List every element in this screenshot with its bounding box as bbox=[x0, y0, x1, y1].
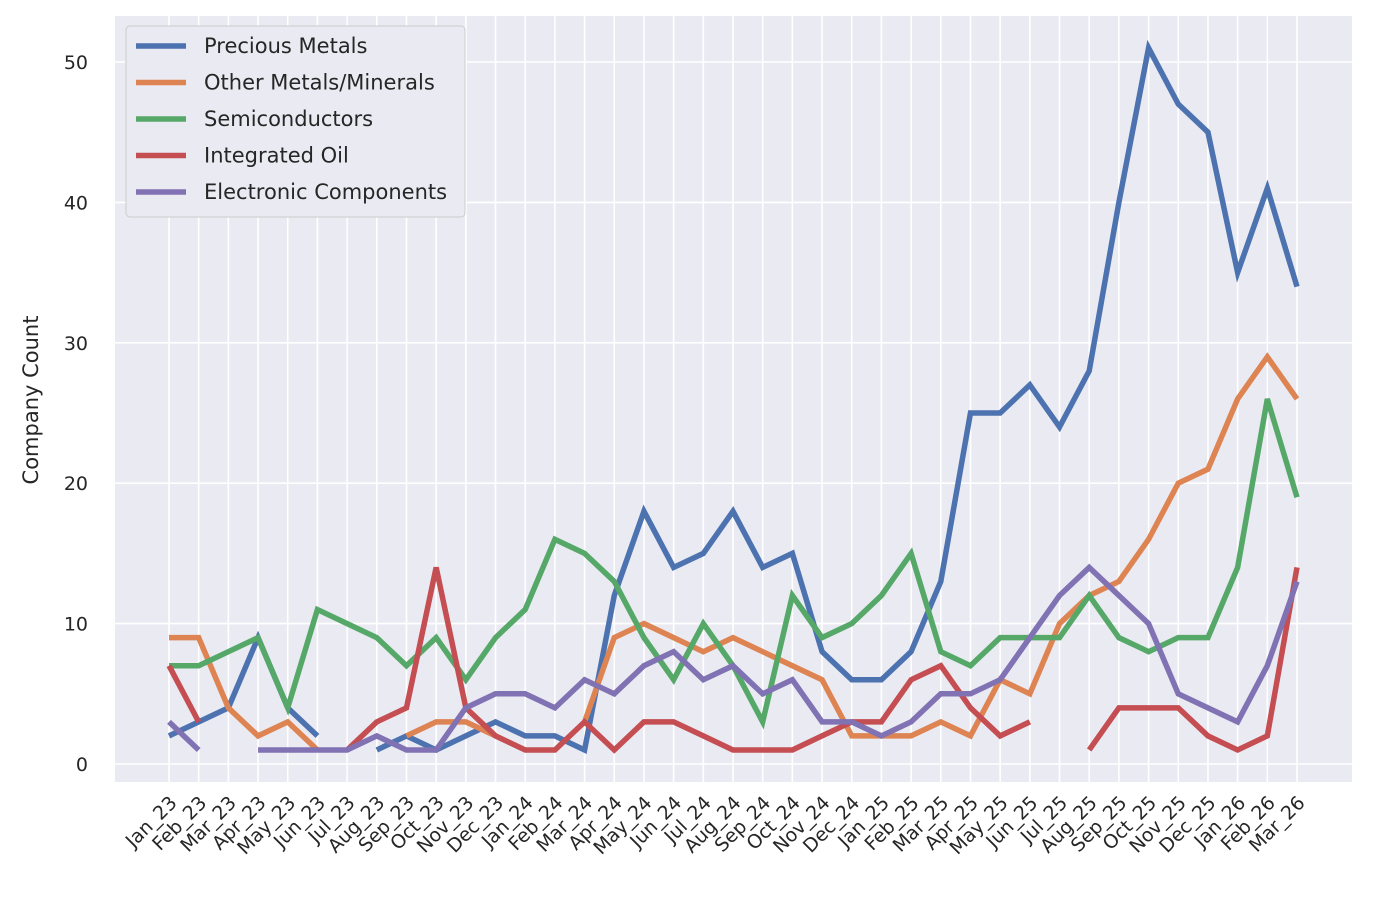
series-line bbox=[169, 634, 320, 752]
y-tick-label: 30 bbox=[64, 333, 88, 355]
y-tick-label: 40 bbox=[64, 192, 88, 214]
series-other-metals-minerals bbox=[169, 352, 1300, 752]
legend-box bbox=[125, 25, 466, 218]
y-tick-label: 0 bbox=[76, 754, 88, 776]
series-line bbox=[167, 630, 320, 739]
series-line bbox=[258, 563, 1300, 753]
series-layer bbox=[166, 39, 1300, 754]
legend-label: Other Metals/Minerals bbox=[204, 71, 435, 95]
legend-label: Electronic Components bbox=[204, 180, 447, 204]
series-line bbox=[167, 719, 201, 752]
legend-label: Integrated Oil bbox=[204, 144, 349, 168]
y-tick-label: 10 bbox=[64, 614, 88, 636]
legend-label: Semiconductors bbox=[204, 107, 373, 131]
series-line bbox=[581, 352, 1300, 740]
series-line bbox=[405, 719, 497, 739]
series-electronic-components bbox=[167, 563, 1300, 753]
legend: Precious Metals Other Metals/Minerals Semi… bbox=[125, 25, 466, 218]
series-line bbox=[345, 566, 1032, 754]
y-tick-label: 50 bbox=[64, 52, 88, 74]
x-axis: Jan_23Feb_23Mar_23Apr_23May_23Jun_23Jul_… bbox=[121, 792, 1310, 859]
y-axis: 0 10 20 30 40 50 bbox=[64, 52, 88, 776]
y-axis-title: Company Count bbox=[19, 316, 43, 485]
series-integrated-oil bbox=[166, 566, 1300, 754]
legend-label: Precious Metals bbox=[204, 34, 367, 58]
y-tick-label: 20 bbox=[64, 473, 88, 495]
series-line bbox=[166, 664, 202, 724]
series-line bbox=[1086, 566, 1300, 754]
series-line bbox=[375, 39, 1300, 754]
series-precious-metals bbox=[167, 39, 1300, 754]
